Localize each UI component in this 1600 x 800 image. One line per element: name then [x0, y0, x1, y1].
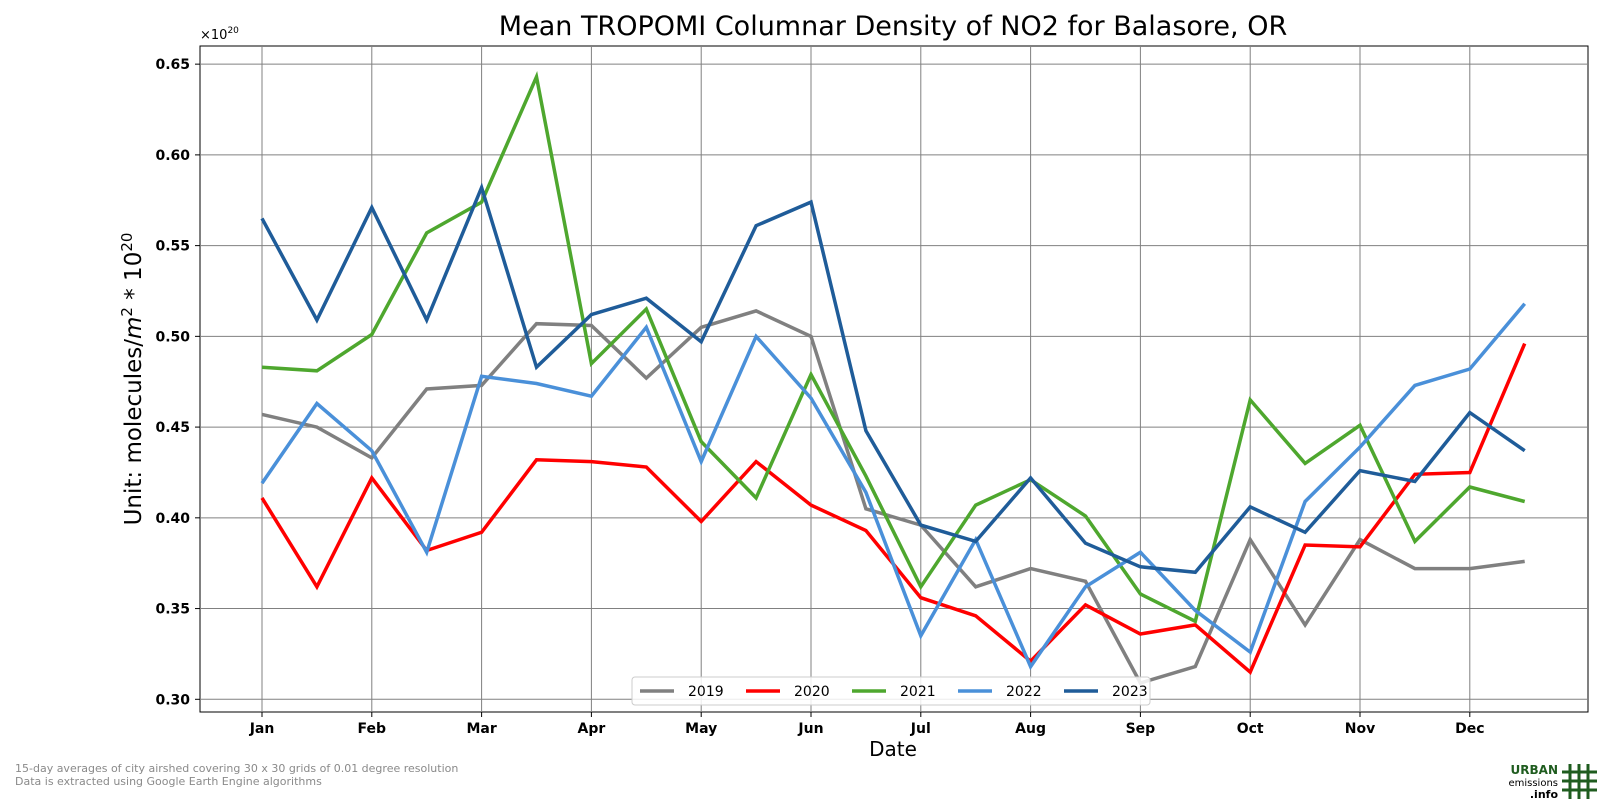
logo-line-2: emissions [1508, 778, 1558, 789]
series-line-2023 [260, 182, 1526, 575]
x-axis-label: Date [869, 737, 917, 761]
series-line-2021 [261, 71, 1526, 624]
y-tick-label: 0.55 [155, 239, 190, 255]
y-label-exp: 20 [118, 233, 136, 252]
y-axis-ticks: 0.30 0.35 0.40 0.45 0.50 0.55 0.60 0.65 [155, 57, 200, 708]
x-tick-label: Jan [249, 721, 275, 737]
x-tick-label: Nov [1345, 721, 1375, 737]
chart-title: Mean TROPOMI Columnar Density of NO2 for… [499, 11, 1287, 42]
footnote-line-1: 15-day averages of city airshed covering… [15, 762, 459, 775]
series-line-2019 [261, 309, 1525, 686]
x-tick-label: Feb [358, 721, 387, 737]
y-axis-multiplier: ×1020 [200, 26, 239, 43]
y-tick-label: 0.45 [155, 420, 190, 436]
series-lines [260, 71, 1527, 686]
x-tick-label: Dec [1455, 721, 1484, 737]
footnote-line-2: Data is extracted using Google Earth Eng… [15, 775, 322, 788]
svg-text:×1020: ×1020 [200, 26, 239, 43]
series-line-2022 [260, 302, 1527, 671]
legend-label: 2021 [900, 684, 936, 700]
legend-label: 2019 [688, 684, 724, 700]
y-tick-label: 0.65 [155, 57, 190, 73]
y-multiplier-exp: 20 [227, 26, 239, 36]
grid-icon [1562, 764, 1597, 799]
legend-label: 2023 [1112, 684, 1148, 700]
plot-area [199, 45, 1589, 713]
y-tick-label: 0.35 [155, 602, 190, 618]
legend: 2019 2020 2021 2022 2023 [631, 676, 1151, 706]
x-tick-label: Jul [910, 721, 931, 737]
y-label-unit-base: m [121, 317, 147, 339]
y-axis-label: Unit: molecules/m2 * 1020 [118, 233, 147, 526]
y-tick-label: 0.50 [155, 329, 190, 345]
x-tick-label: Aug [1015, 721, 1046, 737]
x-tick-label: Mar [466, 721, 496, 737]
y-tick-label: 0.60 [155, 148, 190, 164]
x-axis-ticks: Jan Feb Mar Apr May Jun Jul Aug Sep Oct Nov Dec [249, 712, 1485, 737]
legend-label: 2020 [794, 684, 830, 700]
y-multiplier-base: ×10 [200, 28, 227, 43]
legend-box [631, 676, 1151, 706]
logo-line-3: .info [1530, 788, 1559, 800]
y-tick-label: 0.40 [155, 511, 190, 527]
x-tick-label: May [685, 721, 717, 737]
urban-emissions-logo: URBAN emissions .info [1508, 763, 1597, 800]
x-tick-label: Jun [797, 721, 823, 737]
x-tick-label: Oct [1237, 721, 1264, 737]
series-line-2020 [260, 342, 1527, 675]
legend-label: 2022 [1006, 684, 1042, 700]
y-label-mid: * 10 [121, 252, 147, 307]
grid-lines [200, 46, 1588, 712]
logo-line-1: URBAN [1511, 763, 1558, 777]
x-tick-label: Sep [1126, 721, 1156, 737]
y-tick-label: 0.30 [155, 692, 190, 708]
y-label-prefix: Unit: molecules/ [121, 339, 147, 526]
y-label-unit-exp: 2 [118, 307, 136, 317]
x-tick-label: Apr [578, 721, 606, 737]
